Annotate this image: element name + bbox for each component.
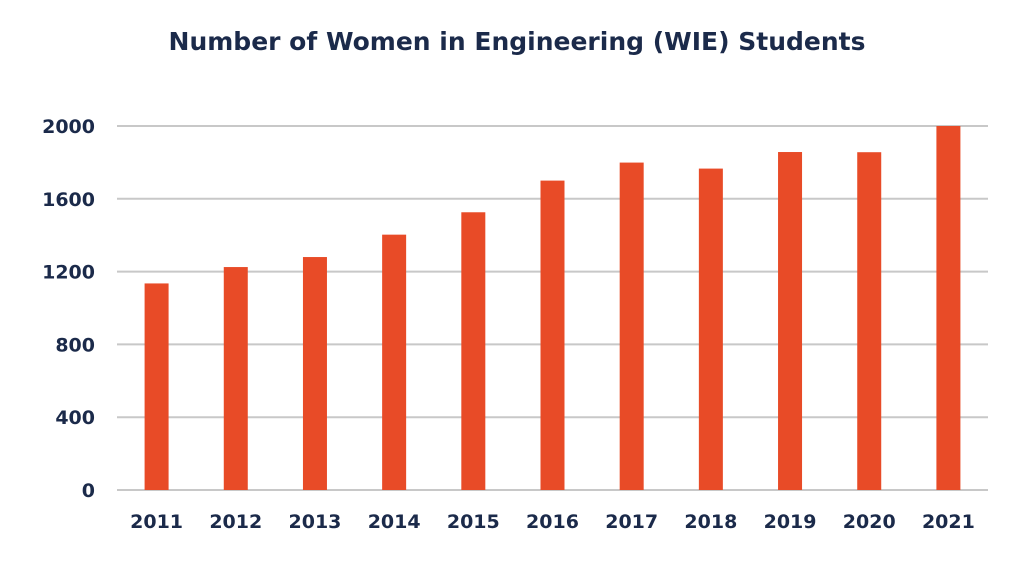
bar-2016 (540, 180, 565, 490)
x-axis-ticks: 2011 2012 2013 2014 2015 2016 2017 2018 2019 2020… (130, 511, 975, 533)
y-tick-label: 1200 (42, 262, 95, 284)
y-tick-label: 1600 (42, 189, 95, 211)
x-tick-label: 2017 (605, 511, 658, 533)
x-tick-label: 2013 (289, 511, 342, 533)
x-tick-label: 2015 (447, 511, 500, 533)
bar-2018 (698, 168, 723, 490)
bar-2011 (144, 283, 169, 490)
bar-2013 (302, 257, 327, 490)
x-tick-label: 2018 (684, 511, 737, 533)
bar-2017 (619, 162, 644, 490)
x-tick-label: 2021 (922, 511, 975, 533)
y-tick-label: 0 (82, 480, 95, 502)
y-tick-label: 2000 (42, 116, 95, 138)
chart-title: Number of Women in Engineering (WIE) Stu… (169, 27, 866, 56)
bar-2015 (461, 212, 486, 490)
bar-2020 (857, 152, 882, 490)
x-tick-label: 2019 (764, 511, 817, 533)
x-tick-label: 2011 (130, 511, 183, 533)
bar-2012 (223, 267, 248, 490)
x-tick-label: 2016 (526, 511, 579, 533)
y-tick-label: 400 (55, 407, 95, 429)
x-tick-label: 2012 (209, 511, 262, 533)
bar-2021 (936, 126, 961, 490)
y-axis-ticks: 0 400 800 1200 1600 2000 (42, 116, 95, 502)
y-tick-label: 800 (55, 334, 95, 356)
bar-2019 (778, 152, 803, 490)
bar-2014 (382, 234, 407, 490)
bars (144, 126, 961, 490)
x-tick-label: 2020 (843, 511, 896, 533)
x-tick-label: 2014 (368, 511, 421, 533)
